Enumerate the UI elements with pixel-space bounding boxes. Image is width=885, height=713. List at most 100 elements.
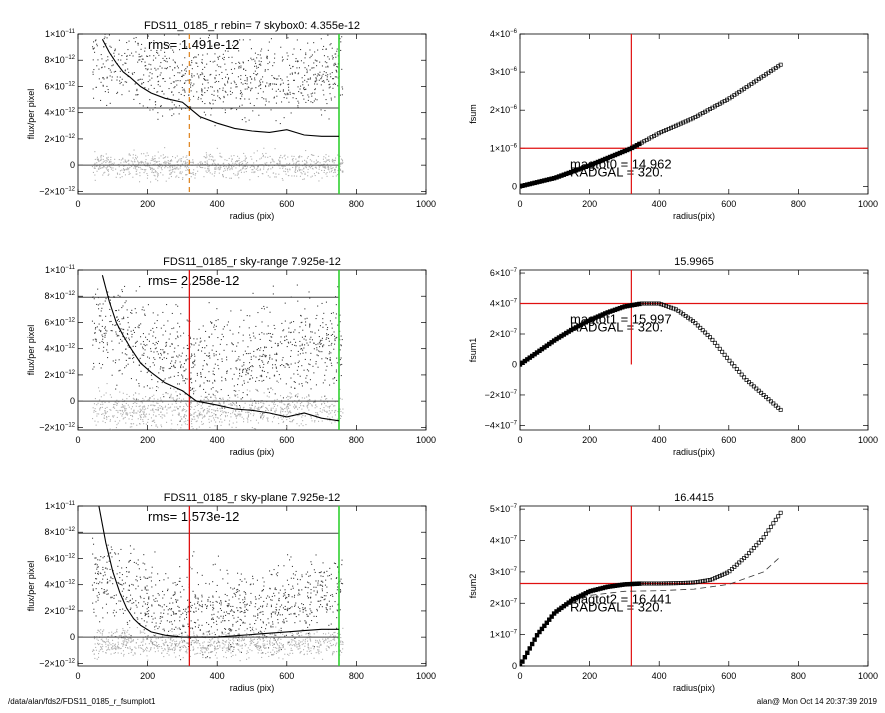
data-point (330, 76, 331, 77)
data-point (106, 60, 107, 61)
data-point (168, 577, 169, 578)
data-point (240, 98, 241, 99)
data-point (143, 353, 144, 354)
data-point (298, 614, 299, 615)
data-point (182, 409, 183, 410)
data-point (321, 351, 322, 352)
data-point (223, 336, 224, 337)
data-point (207, 380, 208, 381)
data-point (307, 406, 308, 407)
data-point (174, 351, 175, 352)
data-point (98, 583, 99, 584)
data-point (281, 343, 282, 344)
data-point (112, 349, 113, 350)
data-point (190, 409, 191, 410)
data-point (249, 391, 250, 392)
data-point (112, 163, 113, 164)
data-point (268, 333, 269, 334)
data-point (294, 93, 295, 94)
data-point (293, 613, 294, 614)
data-point (92, 585, 93, 586)
data-point (141, 410, 142, 411)
data-point (262, 577, 263, 578)
data-point (239, 63, 240, 64)
data-point (141, 56, 142, 57)
data-point (157, 320, 158, 321)
data-point (148, 405, 149, 406)
data-point (240, 66, 241, 67)
data-point (155, 348, 156, 349)
data-point (112, 416, 113, 417)
data-point (182, 353, 183, 354)
data-point (290, 421, 291, 422)
data-point (307, 596, 308, 597)
data-point (310, 610, 311, 611)
data-point (127, 414, 128, 415)
data-point (193, 163, 194, 164)
data-point (133, 55, 134, 56)
data-point (185, 166, 186, 167)
data-point (133, 410, 134, 411)
data-point (185, 403, 186, 404)
data-point (247, 610, 248, 611)
data-point (320, 325, 321, 326)
data-point (283, 89, 284, 90)
data-point (341, 375, 342, 376)
data-point (113, 53, 114, 54)
y-axis-label: fsum (468, 104, 478, 124)
data-point (192, 419, 193, 420)
data-point (271, 627, 272, 628)
data-point (245, 161, 246, 162)
data-point (119, 331, 120, 332)
data-point (282, 419, 283, 420)
data-point (249, 362, 250, 363)
data-point (102, 336, 103, 337)
data-point (218, 167, 219, 168)
data-point (160, 75, 161, 76)
data-point (269, 177, 270, 178)
data-point (265, 628, 266, 629)
data-point (201, 595, 202, 596)
data-point (224, 350, 225, 351)
data-point (198, 640, 199, 641)
data-point (145, 345, 146, 346)
data-point (117, 403, 118, 404)
data-point (141, 61, 142, 62)
data-point (300, 376, 301, 377)
data-point (161, 167, 162, 168)
data-point (162, 169, 163, 170)
data-point (177, 72, 178, 73)
data-point (215, 329, 216, 330)
data-point (225, 50, 226, 51)
data-point (273, 408, 274, 409)
data-point (204, 92, 205, 93)
data-point (271, 613, 272, 614)
data-point (276, 367, 277, 368)
data-point (342, 399, 343, 400)
data-point (332, 594, 333, 595)
data-point (117, 174, 118, 175)
data-point (183, 370, 184, 371)
data-point (151, 586, 152, 587)
data-point (103, 173, 104, 174)
x-tick-label: 400 (652, 435, 667, 445)
data-point (175, 304, 176, 305)
data-point (237, 175, 238, 176)
data-point (126, 414, 127, 415)
data-point (153, 55, 154, 56)
data-point (223, 166, 224, 167)
data-point (327, 167, 328, 168)
data-point (107, 612, 108, 613)
data-point (297, 39, 298, 40)
data-point (123, 168, 124, 169)
data-point (152, 622, 153, 623)
data-point (266, 598, 267, 599)
data-point (162, 591, 163, 592)
data-point (330, 357, 331, 358)
data-point (172, 397, 173, 398)
data-point (306, 162, 307, 163)
data-point (163, 158, 164, 159)
data-point (294, 329, 295, 330)
data-point (290, 378, 291, 379)
data-point (274, 328, 275, 329)
